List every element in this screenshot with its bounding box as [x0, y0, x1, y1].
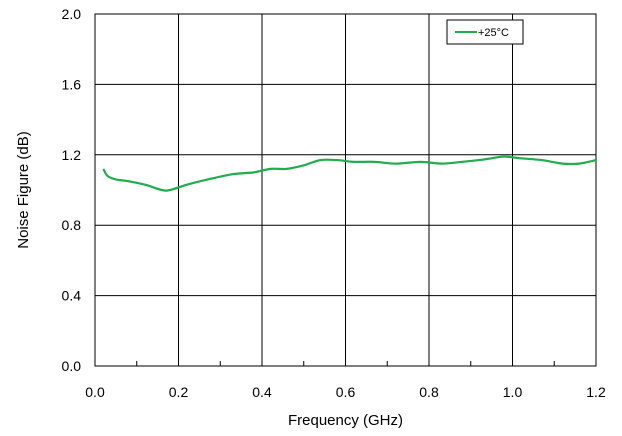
x-axis-tick-labels: 0.0 0.2 0.4 0.6 0.8 1.0 1.2	[85, 384, 606, 400]
x-tick-label: 0.8	[419, 384, 439, 400]
x-tick-label: 1.0	[503, 384, 523, 400]
x-axis-title: Frequency (GHz)	[288, 412, 403, 429]
y-tick-label: 0.8	[62, 217, 82, 233]
x-tick-label: 0.2	[169, 384, 189, 400]
x-tick-label: 1.2	[586, 384, 606, 400]
minor-ticks	[136, 361, 555, 366]
y-tick-label: 0.4	[62, 288, 82, 304]
y-axis-tick-labels: 0.0 0.4 0.8 1.2 1.6 2.0	[62, 6, 82, 374]
y-tick-label: 0.0	[62, 358, 82, 374]
legend: +25°C	[446, 19, 524, 45]
legend-label: +25°C	[478, 27, 509, 39]
x-tick-label: 0.0	[85, 384, 105, 400]
x-tick-label: 0.6	[336, 384, 356, 400]
series-layer	[102, 155, 597, 192]
plot-area	[94, 13, 597, 367]
y-tick-label: 1.6	[62, 76, 82, 92]
y-axis-title: Noise Figure (dB)	[15, 131, 32, 249]
x-tick-label: 0.4	[252, 384, 272, 400]
y-tick-label: 2.0	[62, 6, 82, 22]
series-line	[102, 155, 597, 192]
y-tick-label: 1.2	[62, 147, 82, 163]
